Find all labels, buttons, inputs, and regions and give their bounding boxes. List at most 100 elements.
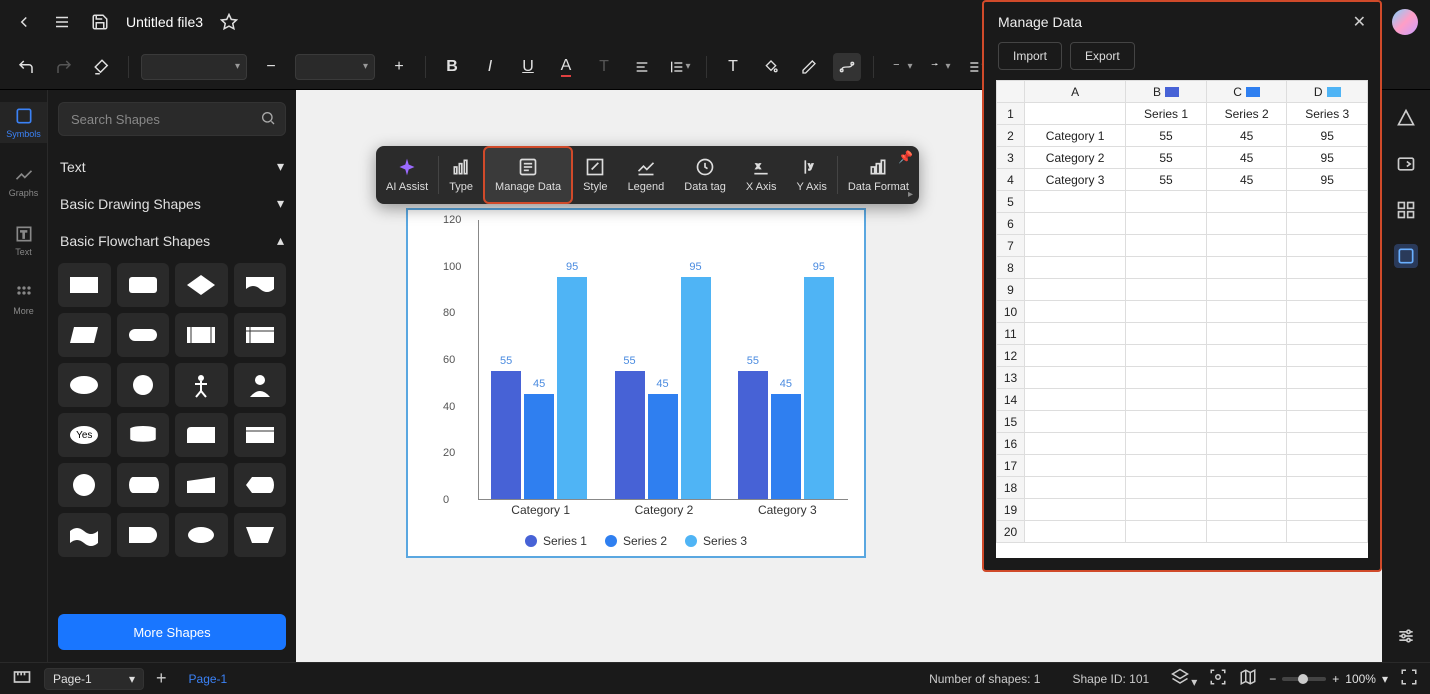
rail-symbols-label: Symbols — [6, 129, 41, 139]
shape-stored-data[interactable] — [234, 413, 287, 457]
font-size-select[interactable]: ▾ — [295, 54, 375, 80]
data-sheet[interactable]: ABCD1Series 1Series 2Series 32Category 1… — [996, 80, 1368, 558]
format-painter-button[interactable] — [88, 53, 116, 81]
shape-card[interactable] — [175, 413, 228, 457]
connector-button[interactable] — [833, 53, 861, 81]
shape-document[interactable] — [234, 263, 287, 307]
shape-data[interactable] — [58, 313, 111, 357]
redo-button[interactable] — [50, 53, 78, 81]
undo-button[interactable] — [12, 53, 40, 81]
rail-text[interactable]: T Text — [0, 220, 47, 261]
user-avatar[interactable] — [1392, 9, 1418, 35]
section-basic-drawing[interactable]: Basic Drawing Shapes▾ — [58, 185, 286, 222]
rr-settings-icon[interactable] — [1394, 624, 1418, 648]
ctx-y-axis[interactable]: yY Axis — [786, 146, 836, 204]
rr-shape-icon[interactable] — [1394, 106, 1418, 130]
shape-decision[interactable] — [175, 263, 228, 307]
shape-yes[interactable]: Yes — [58, 413, 111, 457]
focus-icon[interactable] — [1209, 668, 1227, 689]
more-shapes-button[interactable]: More Shapes — [58, 614, 286, 650]
chart-legend: Series 1Series 2Series 3 — [408, 534, 864, 548]
rail-graphs[interactable]: Graphs — [0, 161, 47, 202]
font-family-select[interactable]: ▾ — [141, 54, 247, 80]
shape-manual-op[interactable] — [234, 513, 287, 557]
rr-arrow-icon[interactable] — [1394, 152, 1418, 176]
ctx-style[interactable]: Style — [573, 146, 617, 204]
rr-data-icon[interactable] — [1394, 244, 1418, 268]
shapes-count: Number of shapes: 1 — [919, 672, 1050, 686]
close-button[interactable]: ✕ — [1353, 12, 1366, 32]
zoom-in[interactable]: + — [1332, 672, 1339, 686]
shape-display[interactable] — [234, 463, 287, 507]
import-button[interactable]: Import — [998, 42, 1062, 70]
line-style-button[interactable]: ▾ — [886, 53, 914, 81]
file-title[interactable]: Untitled file3 — [126, 14, 203, 30]
section-basic-flowchart[interactable]: Basic Flowchart Shapes▴ — [58, 222, 286, 259]
layers-status-icon[interactable]: ▾ — [1171, 668, 1197, 689]
shape-person[interactable] — [175, 363, 228, 407]
bold-button[interactable]: B — [438, 53, 466, 81]
shape-terminator[interactable] — [117, 313, 170, 357]
ctx-x-axis[interactable]: xX Axis — [736, 146, 787, 204]
shape-process[interactable] — [58, 263, 111, 307]
ctx-type[interactable]: Type — [439, 146, 483, 204]
arrow-style-button[interactable]: ▾ — [924, 53, 952, 81]
shape-internal-storage[interactable] — [234, 313, 287, 357]
zoom-control[interactable]: − + 100% ▾ — [1269, 672, 1388, 686]
page-tab[interactable]: Page-1 — [179, 672, 238, 686]
ctx-data-tag[interactable]: Data tag — [674, 146, 736, 204]
rail-more[interactable]: More — [0, 279, 47, 320]
ctx-more-icon[interactable]: ▸ — [908, 189, 913, 200]
shape-rounded[interactable] — [117, 263, 170, 307]
section-text[interactable]: Text▾ — [58, 148, 286, 185]
italic-button[interactable]: I — [476, 53, 504, 81]
text-tool-button[interactable]: T — [719, 53, 747, 81]
fullscreen-icon[interactable] — [1400, 668, 1418, 689]
bar-chart[interactable]: 020406080100120554595Category 1554595Cat… — [406, 208, 866, 558]
fill-button[interactable] — [757, 53, 785, 81]
add-page-button[interactable]: + — [156, 668, 167, 689]
star-icon[interactable] — [217, 10, 241, 34]
underline-button[interactable]: U — [514, 53, 542, 81]
text-transform-button[interactable]: T — [590, 53, 618, 81]
font-size-decrease[interactable]: − — [257, 53, 285, 81]
save-icon[interactable] — [88, 10, 112, 34]
shape-tape[interactable] — [58, 513, 111, 557]
ctx-manage-data[interactable]: Manage Data — [483, 146, 573, 204]
search-shapes-input[interactable] — [58, 102, 286, 136]
shape-ellipse[interactable] — [58, 363, 111, 407]
rr-grid-icon[interactable] — [1394, 198, 1418, 222]
align-button[interactable] — [628, 53, 656, 81]
ctx-ai-assist[interactable]: AI Assist — [376, 146, 438, 204]
svg-text:x: x — [756, 161, 761, 171]
page-select[interactable]: Page-1▾ — [44, 668, 144, 690]
map-icon[interactable] — [1239, 668, 1257, 689]
zoom-slider[interactable] — [1282, 677, 1326, 681]
shape-database[interactable] — [117, 413, 170, 457]
shape-ellipse2[interactable] — [175, 513, 228, 557]
zoom-out[interactable]: − — [1269, 672, 1276, 686]
export-data-button[interactable]: Export — [1070, 42, 1135, 70]
shape-circle2[interactable] — [58, 463, 111, 507]
pen-button[interactable] — [795, 53, 823, 81]
chart-context-toolbar: 📌 AI Assist Type Manage Data Style Legen… — [376, 146, 919, 204]
rail-graphs-label: Graphs — [9, 188, 39, 198]
shape-circle[interactable] — [117, 363, 170, 407]
flowchart-shapes-grid: Yes — [58, 259, 286, 565]
font-size-increase[interactable]: + — [385, 53, 413, 81]
back-button[interactable] — [12, 10, 36, 34]
font-color-button[interactable]: A — [552, 53, 580, 81]
ctx-legend[interactable]: Legend — [618, 146, 675, 204]
shape-manual-input[interactable] — [175, 463, 228, 507]
ruler-icon[interactable] — [12, 667, 32, 690]
shape-predefined[interactable] — [175, 313, 228, 357]
manage-data-title: Manage Data — [998, 14, 1082, 30]
rail-symbols[interactable]: Symbols — [0, 102, 47, 143]
line-spacing-button[interactable]: ▾ — [666, 53, 694, 81]
shape-delay[interactable] — [117, 513, 170, 557]
ctx-data-format[interactable]: Data Format — [838, 146, 919, 204]
shape-user[interactable] — [234, 363, 287, 407]
menu-button[interactable] — [50, 10, 74, 34]
shape-direct-access[interactable] — [117, 463, 170, 507]
main-area: Symbols Graphs T Text More Text▾ Basic D… — [0, 90, 1430, 662]
